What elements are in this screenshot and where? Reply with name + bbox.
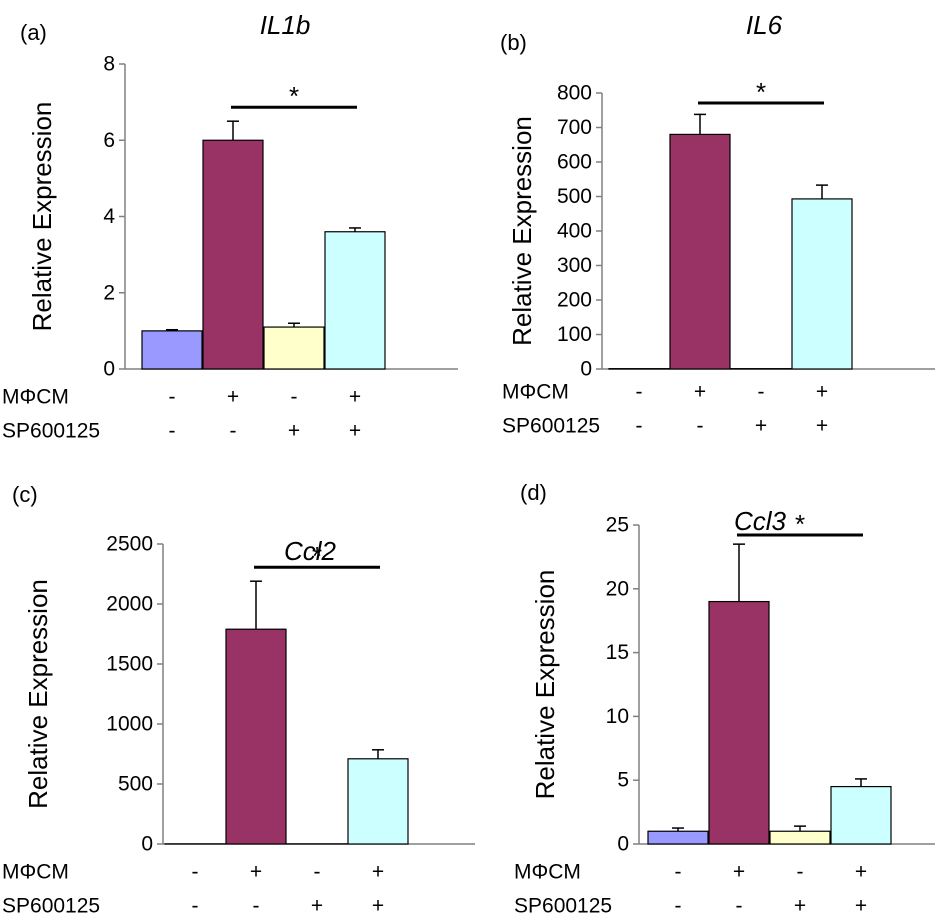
y-tick-label: 300 <box>557 254 592 277</box>
condition-symbol: + <box>250 861 262 884</box>
y-tick-label: 0 <box>103 358 115 381</box>
y-tick-label: 15 <box>606 641 629 664</box>
condition-label: MΦCM <box>2 861 69 884</box>
chart-title: Ccl3 <box>734 506 787 536</box>
y-tick-label: 25 <box>606 514 629 537</box>
bar-4 <box>324 231 386 370</box>
y-tick-label: 2 <box>103 281 115 304</box>
bar-4 <box>791 198 853 370</box>
y-tick-label: 5 <box>617 769 629 792</box>
y-tick-label: 800 <box>557 82 592 105</box>
y-tick-label: 400 <box>557 220 592 243</box>
panel-label: (d) <box>520 480 547 505</box>
condition-symbol: + <box>288 420 300 443</box>
chart-panel-1: (a) IL1b Relative Expression 0 2 4 6 8 * MΦCM - + - +… <box>2 10 458 443</box>
condition-symbol: - <box>169 420 176 443</box>
y-tick-label: 0 <box>580 358 592 381</box>
condition-symbol: - <box>736 895 743 913</box>
bar-2 <box>708 600 770 845</box>
y-tick-label: 100 <box>557 323 592 346</box>
chart-panel-2: (b) IL6 Relative Expression 0 100 200 300 400 50… <box>500 10 935 438</box>
condition-symbol: + <box>755 415 767 438</box>
y-tick-label: 0 <box>617 833 629 856</box>
condition-symbol: + <box>372 895 384 913</box>
y-tick-label: 20 <box>606 577 629 600</box>
y-tick-label: 600 <box>557 151 592 174</box>
bar-2 <box>202 139 264 370</box>
y-axis-label: Relative Expression <box>507 116 537 346</box>
condition-symbol: + <box>794 895 806 913</box>
condition-symbol: - <box>797 861 804 884</box>
condition-label: SP600125 <box>2 420 100 443</box>
condition-symbol: + <box>855 895 867 913</box>
condition-symbol: - <box>314 861 321 884</box>
y-tick-label: 6 <box>103 129 115 152</box>
condition-symbol: - <box>291 386 298 409</box>
y-tick-label: 500 <box>557 185 592 208</box>
condition-symbol: + <box>349 386 361 409</box>
chart-title: IL6 <box>746 10 783 40</box>
condition-symbol: - <box>697 415 704 438</box>
condition-label: SP600125 <box>502 415 600 438</box>
bar-3 <box>769 830 831 845</box>
significance-marker: * <box>312 541 322 571</box>
condition-symbol: - <box>192 895 199 913</box>
condition-symbol: - <box>758 381 765 404</box>
chart-title: IL1b <box>260 10 311 40</box>
y-tick-label: 700 <box>557 116 592 139</box>
chart-panel-3: (c) Ccl2 Relative Expression 0 500 1000 1500 20… <box>2 482 475 913</box>
bar-2 <box>669 133 731 370</box>
condition-symbol: + <box>816 381 828 404</box>
condition-symbol: + <box>733 861 745 884</box>
y-tick-label: 0 <box>141 833 153 856</box>
y-tick-label: 2500 <box>106 533 153 556</box>
condition-symbol: + <box>227 386 239 409</box>
bar-3 <box>263 326 325 370</box>
panel-label: (a) <box>20 20 47 45</box>
condition-label: SP600125 <box>2 895 100 913</box>
condition-label: MΦCM <box>502 381 569 404</box>
panel-label: (b) <box>500 30 527 55</box>
condition-symbol: - <box>675 895 682 913</box>
bar-1 <box>141 330 203 370</box>
condition-symbol: - <box>230 420 237 443</box>
y-tick-label: 8 <box>103 53 115 76</box>
y-tick-label: 4 <box>103 205 115 228</box>
condition-symbol: + <box>311 895 323 913</box>
y-tick-label: 10 <box>606 705 629 728</box>
condition-symbol: + <box>694 381 706 404</box>
condition-label: SP600125 <box>514 895 612 913</box>
condition-symbol: - <box>636 415 643 438</box>
panel-label: (c) <box>12 482 38 507</box>
condition-symbol: + <box>349 420 361 443</box>
significance-marker: * <box>756 77 766 107</box>
y-tick-label: 1500 <box>106 653 153 676</box>
y-tick-label: 500 <box>118 773 153 796</box>
condition-symbol: - <box>192 861 199 884</box>
significance-marker: * <box>795 509 805 539</box>
y-axis-label: Relative Expression <box>27 102 57 332</box>
condition-label: MΦCM <box>514 861 581 884</box>
condition-symbol: - <box>169 386 176 409</box>
condition-symbol: - <box>636 381 643 404</box>
y-axis-label: Relative Expression <box>530 570 560 800</box>
condition-label: MΦCM <box>2 386 69 409</box>
condition-symbol: - <box>253 895 260 913</box>
significance-marker: * <box>289 81 299 111</box>
condition-symbol: + <box>816 415 828 438</box>
y-axis-label: Relative Expression <box>23 579 53 809</box>
bar-2 <box>225 628 287 845</box>
chart-panel-4: (d) Ccl3 Relative Expression 0 5 10 15 20 25 * MΦC… <box>514 480 935 913</box>
y-tick-label: 2000 <box>106 593 153 616</box>
bar-4 <box>830 785 892 845</box>
condition-symbol: + <box>372 861 384 884</box>
y-tick-label: 1000 <box>106 713 153 736</box>
bar-4 <box>347 758 409 845</box>
y-tick-label: 200 <box>557 289 592 312</box>
condition-symbol: - <box>675 861 682 884</box>
condition-symbol: + <box>855 861 867 884</box>
bar-1 <box>647 830 709 845</box>
chart-title: Ccl2 <box>284 536 337 566</box>
